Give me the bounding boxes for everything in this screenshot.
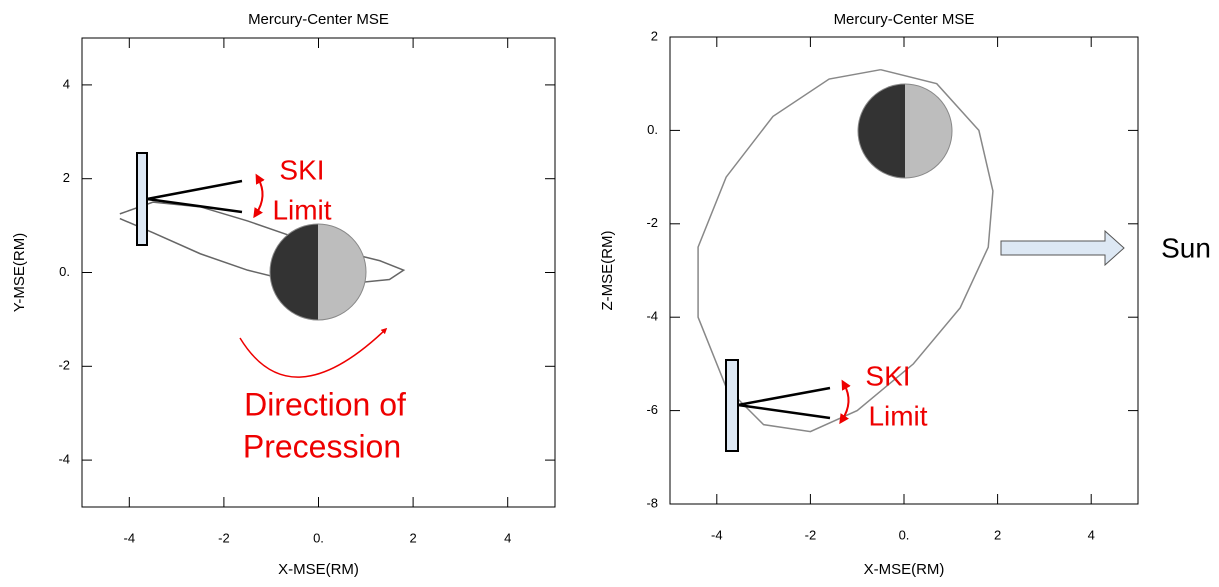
ski-limit-arrow bbox=[256, 178, 263, 214]
ski-fov bbox=[147, 181, 242, 212]
x-tick-label: 2 bbox=[994, 527, 1001, 542]
chart-title: Mercury-Center MSE bbox=[834, 11, 975, 28]
x-tick-label: -4 bbox=[124, 530, 136, 545]
figure: Mercury-Center MSE X-MSE(RM) Y-MSE(RM) -4 -2… bbox=[0, 0, 1219, 582]
x-axis-label: X-MSE(RM) bbox=[278, 561, 359, 578]
annotation: Sun bbox=[1161, 232, 1211, 263]
y-tick-label: -2 bbox=[646, 215, 658, 230]
annotation: SKI bbox=[865, 360, 910, 391]
y-tick-label: 0. bbox=[647, 122, 658, 137]
x-tick-label: 0. bbox=[313, 530, 324, 545]
x-tick-label: 4 bbox=[504, 530, 511, 545]
x-tick-label: -4 bbox=[711, 527, 723, 542]
y-axis-label: Y-MSE(RM) bbox=[11, 233, 28, 312]
y-tick-label: -6 bbox=[646, 402, 658, 417]
ski-detector bbox=[726, 360, 738, 451]
y-tick-label: -4 bbox=[58, 452, 70, 467]
x-tick-label: -2 bbox=[218, 530, 230, 545]
planet-night bbox=[858, 84, 905, 178]
y-tick-label: -4 bbox=[646, 309, 658, 324]
sun-arrow bbox=[1001, 231, 1124, 265]
annotation: SKI bbox=[279, 154, 324, 185]
y-tick-label: -2 bbox=[58, 358, 70, 373]
planet-night bbox=[270, 224, 318, 320]
annotation: Direction of bbox=[244, 386, 406, 422]
annotation: Precession bbox=[243, 428, 401, 464]
y-axis-label: Z-MSE(RM) bbox=[599, 231, 616, 311]
x-tick-label: 0. bbox=[899, 527, 910, 542]
y-tick-label: 2 bbox=[63, 170, 70, 185]
x-axis-label: X-MSE(RM) bbox=[864, 561, 945, 578]
y-tick-label: -8 bbox=[646, 495, 658, 510]
ski-detector bbox=[137, 153, 147, 245]
annotation: Limit bbox=[868, 400, 927, 431]
x-tick-label: -2 bbox=[805, 527, 817, 542]
y-tick-label: 0. bbox=[59, 264, 70, 279]
x-tick-label: 2 bbox=[409, 530, 416, 545]
y-tick-label: 4 bbox=[63, 76, 70, 91]
precession-arrow bbox=[240, 330, 385, 377]
y-tick-label: 2 bbox=[651, 28, 658, 43]
annotation: Limit bbox=[272, 194, 331, 225]
chart-title: Mercury-Center MSE bbox=[248, 11, 389, 28]
x-tick-label: 4 bbox=[1088, 527, 1095, 542]
